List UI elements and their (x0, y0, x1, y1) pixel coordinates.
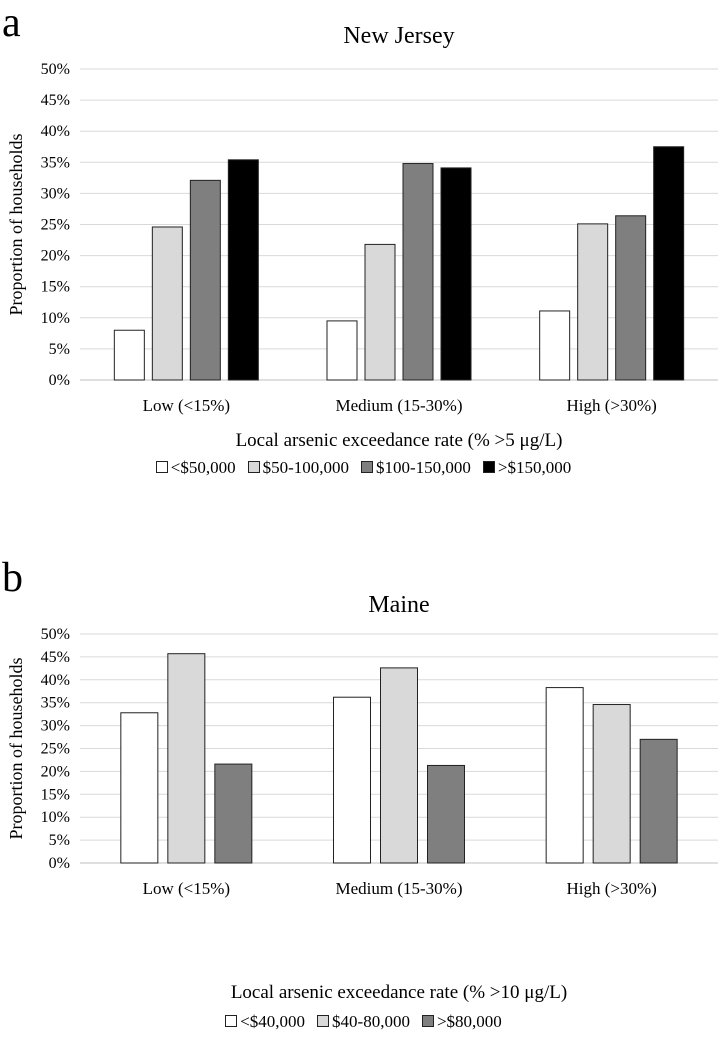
y-axis-label: Proportion of households (6, 134, 26, 316)
y-tick-label: 35% (41, 695, 70, 712)
bar-50-100-000-low-15 (151, 226, 183, 381)
bar-50-100-000-medium-15-30 (364, 243, 396, 381)
bar-50-000-high-30 (539, 310, 571, 381)
legend-label: >$150,000 (497, 458, 572, 477)
legend-label: <$40,000 (240, 1012, 306, 1031)
y-tick-label: 20% (41, 763, 70, 780)
bar-80-000-medium-15-30 (427, 764, 465, 864)
y-tick-label: 25% (41, 217, 70, 234)
bar-40-80-000-medium-15-30 (380, 667, 418, 864)
bar-100-150-000-high-30 (615, 215, 647, 381)
legend-label: <$50,000 (170, 458, 236, 477)
y-axis-label: Proportion of households (6, 658, 26, 840)
x-axis-label: Local arsenic exceedance rate (% >10 μg/… (231, 982, 567, 1003)
bar-40-000-high-30 (545, 687, 584, 864)
chart-svg-new-jersey: New Jersey 0% 5% 10% 15% 20% 25% 30% 35% 40% 45% 50… (6, 23, 718, 451)
y-tick-label: 50% (41, 61, 70, 78)
legend-item-100-150-000: $100-150,000 (361, 458, 471, 478)
x-tick-label: Low (<15%) (143, 879, 230, 898)
y-tick-label: 35% (41, 154, 70, 171)
y-tick-label: 10% (41, 809, 70, 826)
legend-label: $50-100,000 (262, 458, 349, 477)
legend-swatch (482, 461, 495, 474)
bar-80-000-low-15 (214, 763, 253, 864)
legend-swatch (361, 461, 373, 474)
y-tick-label: 40% (41, 672, 70, 689)
legend-item-80-000: >$80,000 (421, 1012, 502, 1032)
x-axis-label: Local arsenic exceedance rate (% >5 μg/L… (236, 430, 563, 451)
legend-label: $100-150,000 (376, 458, 471, 477)
y-tick-label: 45% (41, 649, 70, 666)
legend-swatch (317, 1015, 330, 1028)
x-tick-label: High (>30%) (567, 396, 657, 415)
legend-item-150-000: >$150,000 (482, 458, 572, 478)
legend-swatch (225, 1015, 238, 1028)
legend-swatch (421, 1015, 434, 1028)
legend-item-50-000: <$50,000 (155, 458, 236, 478)
y-tick-label: 5% (49, 832, 70, 849)
chart-legend: <$40,000 $40-80,000 >$80,000 (0, 1012, 727, 1032)
bar-40-80-000-low-15 (167, 653, 206, 864)
panel-label: a (2, 0, 21, 46)
bar-150-000-low-15 (227, 159, 259, 381)
y-tick-label: 50% (41, 626, 70, 643)
legend-swatch (247, 461, 260, 474)
y-tick-label: 15% (41, 279, 70, 296)
bar-40-80-000-high-30 (592, 704, 631, 864)
bar-150-000-high-30 (653, 146, 685, 381)
bar-40-000-low-15 (120, 712, 159, 864)
bar-150-000-medium-15-30 (440, 167, 472, 381)
legend-swatch (155, 461, 168, 474)
y-tick-label: 5% (49, 341, 70, 358)
y-tick-label: 30% (41, 185, 70, 202)
bar-40-000-medium-15-30 (333, 696, 371, 864)
y-tick-label: 20% (41, 248, 70, 265)
x-tick-label: Medium (15-30%) (335, 396, 462, 415)
y-tick-label: 0% (49, 372, 70, 389)
chart-panel-maine: b Maine 0% 5% 10% 15% 20% 25% 30% 35% 40% 45% 50% Pr… (0, 555, 727, 1050)
x-tick-label: High (>30%) (567, 879, 657, 898)
chart-title: Maine (368, 592, 429, 618)
bar-50-000-medium-15-30 (326, 320, 358, 381)
y-tick-label: 25% (41, 741, 70, 758)
chart-legend: <$50,000 $50-100,000 $100-150,000 >$150,000 (0, 458, 727, 478)
bar-50-000-low-15 (113, 329, 145, 381)
y-tick-label: 30% (41, 718, 70, 735)
legend-item-50-100-000: $50-100,000 (247, 458, 349, 478)
y-tick-label: 0% (49, 855, 70, 872)
y-tick-label: 10% (41, 310, 70, 327)
bar-100-150-000-medium-15-30 (402, 163, 434, 381)
chart-panel-new-jersey: a New Jersey 0% 5% 10% 15% 20% 25% 30% 35% 40% 45%… (0, 0, 727, 520)
legend-label: $40-80,000 (332, 1012, 410, 1031)
bar-80-000-high-30 (639, 738, 678, 864)
chart-title: New Jersey (343, 23, 454, 49)
legend-item-40-000: <$40,000 (225, 1012, 305, 1032)
bar-50-100-000-high-30 (577, 223, 609, 381)
chart-svg-maine: Maine 0% 5% 10% 15% 20% 25% 30% 35% 40% 45% 50% Prop… (6, 592, 718, 1003)
panel-label: b (2, 555, 23, 601)
legend-label: >$80,000 (436, 1012, 502, 1031)
y-tick-label: 45% (41, 92, 70, 109)
x-tick-label: Medium (15-30%) (335, 879, 462, 898)
y-tick-label: 15% (41, 786, 70, 803)
y-tick-label: 40% (41, 123, 70, 140)
bar-100-150-000-low-15 (189, 179, 221, 381)
x-tick-label: Low (<15%) (143, 396, 230, 415)
legend-item-40-80-000: $40-80,000 (317, 1012, 410, 1032)
